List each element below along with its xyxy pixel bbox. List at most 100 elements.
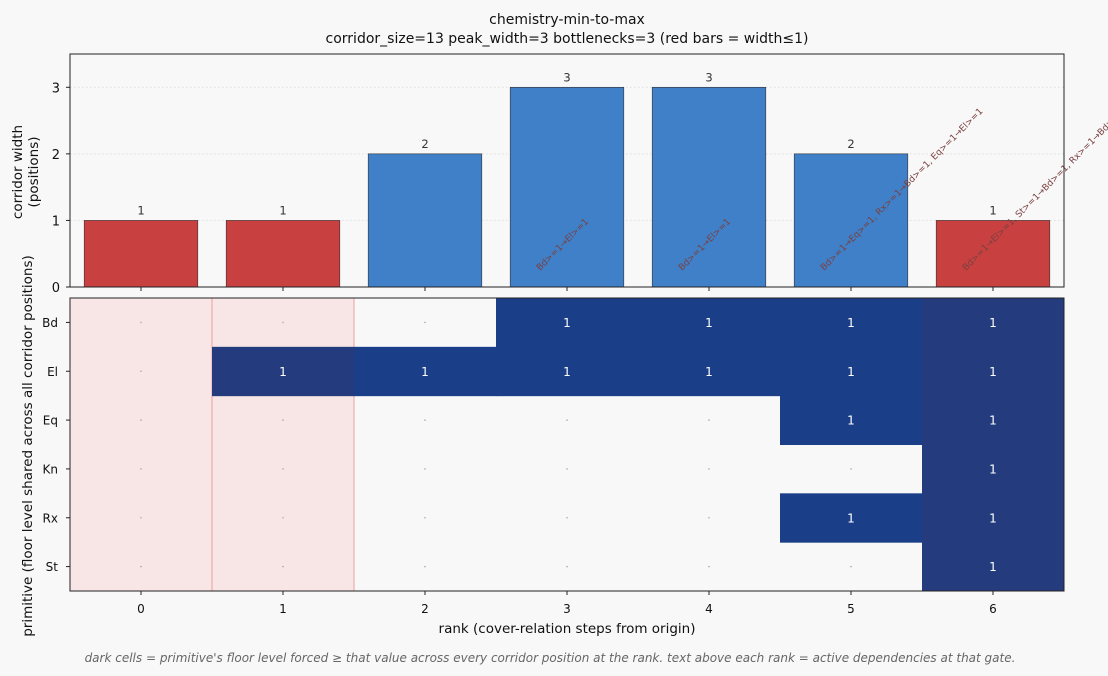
bar-value-label: 2 [847, 137, 854, 151]
heatmap-cell [780, 493, 923, 543]
bar [509, 86, 625, 288]
heatmap-cell [638, 346, 781, 397]
heatmap-cell [354, 346, 497, 397]
heatmap-cell [922, 298, 1065, 348]
heatmap-empty-marker [282, 419, 284, 421]
heatmap-empty-marker [566, 468, 568, 470]
heatmap-empty-marker [140, 321, 142, 324]
caption: dark cells = primitive's floor level for… [85, 651, 1016, 665]
heatmap-y-axis-label: primitive (floor level shared across all… [20, 255, 36, 637]
heatmap-x-tick-label: 2 [421, 602, 429, 616]
bottleneck-bar [83, 220, 199, 288]
heatmap-cell [922, 346, 1065, 397]
heatmap-empty-marker [850, 468, 852, 470]
heatmap-x-axis-label: rank (cover-relation steps from origin) [439, 621, 696, 637]
heatmap-empty-marker [282, 468, 284, 470]
heatmap-panel: 1 1 1 1 1 1 1 1 1 1 1 1 1 1 1 1 Bd El Eq Kn Rx St 0 1 2 3 4 5 6 [42, 297, 1065, 616]
heatmap-empty-marker [850, 565, 852, 568]
chart-subtitle: corridor_size=13 peak_width=3 bottleneck… [326, 31, 809, 47]
heatmap-empty-marker [708, 419, 710, 421]
bar-value-label: 3 [705, 70, 712, 84]
bar-value-label: 1 [137, 203, 144, 217]
heatmap-cell-label: 1 [563, 316, 571, 330]
heatmap-cell [638, 298, 781, 348]
bar-plot-frame [69, 53, 1065, 288]
heatmap-empty-marker [424, 565, 426, 568]
heatmap-y-tick-label: Rx [43, 511, 58, 525]
heatmap-empty-marker [566, 516, 568, 519]
heatmap-cell-label: 1 [847, 365, 855, 379]
heatmap-x-tick-label: 4 [705, 602, 713, 616]
bar-y-tick-label: 0 [52, 281, 60, 296]
heatmap-x-tick-label: 0 [137, 602, 145, 616]
heatmap-empty-marker [282, 565, 284, 568]
heatmap-x-tick-label: 1 [279, 602, 287, 616]
heatmap-cell [780, 346, 923, 397]
heatmap-cell [496, 346, 639, 397]
heatmap-cell-label: 1 [989, 560, 997, 574]
bar-y-axis-label-line1: corridor width [10, 125, 26, 219]
heatmap-empty-marker [424, 321, 426, 324]
heatmap-cell [496, 298, 639, 348]
heatmap-cell-label: 1 [705, 316, 713, 330]
heatmap-cell [922, 395, 1065, 445]
bar-y-tick-label: 1 [52, 214, 60, 229]
bar-value-label: 3 [563, 70, 570, 84]
heatmap-y-tick-label: El [47, 365, 58, 379]
heatmap-cell [780, 298, 923, 348]
bar-y-tick-label: 3 [52, 81, 60, 96]
heatmap-empty-marker [708, 516, 710, 519]
heatmap-empty-marker [282, 516, 284, 519]
heatmap-cell-label: 1 [989, 365, 997, 379]
heatmap-empty-marker [140, 419, 142, 421]
heatmap-cell-label: 1 [847, 511, 855, 525]
heatmap-empty-marker [140, 516, 142, 519]
heatmap-cell-label: 1 [989, 414, 997, 428]
heatmap-y-tick-label: Eq [43, 414, 58, 428]
bar [793, 153, 909, 288]
heatmap-y-tick-label: Bd [42, 316, 58, 330]
bottleneck-bar [225, 220, 341, 288]
heatmap-cell-label: 1 [989, 462, 997, 476]
heatmap-empty-marker [424, 468, 426, 470]
heatmap-empty-marker [424, 516, 426, 519]
heatmap-cell-label: 1 [847, 414, 855, 428]
heatmap-cell [780, 395, 923, 445]
heatmap-cell [212, 346, 355, 397]
bar [651, 86, 767, 288]
heatmap-empty-marker [424, 419, 426, 421]
heatmap-x-tick-label: 3 [563, 602, 571, 616]
heatmap-empty-marker [140, 565, 142, 568]
heatmap-y-tick-label: St [46, 560, 59, 574]
heatmap-cell-label: 1 [563, 365, 571, 379]
heatmap-cell-label: 1 [847, 316, 855, 330]
heatmap-empty-marker [566, 419, 568, 421]
heatmap-empty-marker [282, 321, 284, 324]
bar-value-label: 1 [279, 203, 286, 217]
bar-y-axis-label-line2: (positions) [26, 136, 42, 207]
bar-y-tick-label: 2 [52, 148, 60, 163]
heatmap-cell [922, 493, 1065, 543]
heatmap-cell-label: 1 [421, 365, 429, 379]
bar [367, 153, 483, 288]
bar-value-label: 1 [989, 203, 996, 217]
chart-title: chemistry-min-to-max [489, 12, 645, 28]
heatmap-cell-label: 1 [989, 511, 997, 525]
heatmap-empty-marker [708, 565, 710, 568]
heatmap-frame [69, 297, 1065, 592]
bar-value-label: 2 [421, 137, 428, 151]
bottleneck-rank-highlight [69, 297, 213, 592]
heatmap-empty-marker [708, 468, 710, 470]
bottleneck-rank-highlight [211, 297, 355, 592]
heatmap-empty-marker [566, 565, 568, 568]
bottleneck-bar [935, 220, 1051, 288]
heatmap-cell-label: 1 [705, 365, 713, 379]
heatmap-y-tick-label: Kn [43, 462, 58, 476]
heatmap-cell [922, 444, 1065, 494]
heatmap-cell-label: 1 [989, 316, 997, 330]
heatmap-cell-label: 1 [279, 365, 287, 379]
heatmap-cell [922, 542, 1065, 592]
heatmap-x-tick-label: 6 [989, 602, 997, 616]
